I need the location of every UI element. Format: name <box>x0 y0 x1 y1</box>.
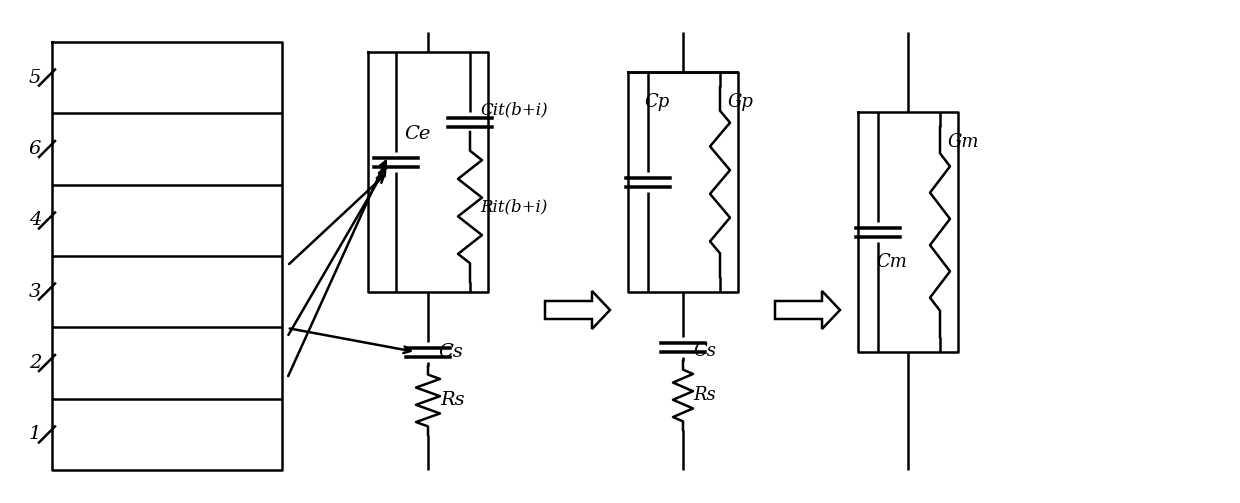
Text: Rs: Rs <box>693 386 715 404</box>
Text: Cit(b+i): Cit(b+i) <box>480 102 548 119</box>
Text: Rit(b+i): Rit(b+i) <box>480 199 547 215</box>
Text: Cp: Cp <box>644 93 670 111</box>
Text: Ce: Ce <box>404 125 430 143</box>
Text: 6: 6 <box>29 140 41 158</box>
Text: 4: 4 <box>29 211 41 229</box>
Text: 5: 5 <box>29 68 41 87</box>
Text: Cm: Cm <box>875 253 906 271</box>
Text: Cs: Cs <box>693 342 715 360</box>
Text: Gm: Gm <box>949 133 980 151</box>
Text: 3: 3 <box>29 283 41 300</box>
Text: Gp: Gp <box>728 93 754 111</box>
Text: Rs: Rs <box>440 391 465 409</box>
Text: 1: 1 <box>29 426 41 444</box>
Text: Cs: Cs <box>438 343 463 361</box>
Text: 2: 2 <box>29 354 41 372</box>
FancyArrow shape <box>546 291 610 329</box>
FancyArrow shape <box>775 291 839 329</box>
